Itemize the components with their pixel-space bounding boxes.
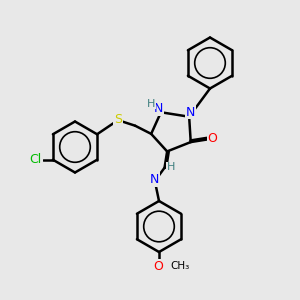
Text: H: H [167, 162, 175, 172]
Text: O: O [154, 260, 163, 273]
Text: N: N [154, 102, 163, 115]
Text: H: H [147, 99, 155, 109]
Text: CH₃: CH₃ [170, 261, 190, 271]
Text: O: O [208, 132, 218, 146]
Text: Cl: Cl [30, 153, 42, 166]
Text: N: N [186, 106, 195, 119]
Text: N: N [150, 173, 159, 186]
Text: S: S [114, 113, 122, 126]
